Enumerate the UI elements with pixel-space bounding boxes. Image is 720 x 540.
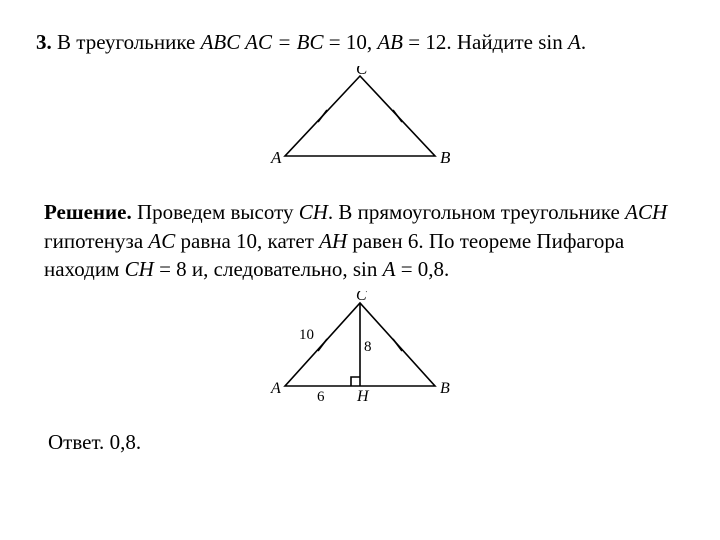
- sol-ach: ACH: [625, 200, 667, 224]
- label-a: A: [270, 148, 282, 167]
- seg-ac-bc: AC = BC: [240, 30, 323, 54]
- sol-p2: . В прямоугольном треугольнике: [328, 200, 625, 224]
- sol-ah: AH: [319, 229, 347, 253]
- sol-a: A: [383, 257, 396, 281]
- sol-p7: = 0,8.: [395, 257, 449, 281]
- problem-statement: 3. В треугольнике ABC AC = BC = 10, AB =…: [36, 28, 684, 56]
- val-ah: 6: [317, 389, 325, 405]
- solution-label: Решение.: [44, 200, 132, 224]
- val-ac: 10: [299, 327, 314, 343]
- answer-line: Ответ. 0,8.: [48, 430, 684, 455]
- figure-2-wrap: A B C H 10 8 6: [36, 291, 684, 412]
- label2-c: C: [356, 291, 367, 304]
- sol-ac: AC: [148, 229, 175, 253]
- answer-value: 0,8.: [110, 430, 142, 454]
- triangle-figure-2: A B C H 10 8 6: [265, 291, 455, 406]
- problem-text-1: В треугольнике: [52, 30, 201, 54]
- problem-tail: .: [581, 30, 586, 54]
- triangle-figure-1: A B C: [265, 66, 455, 176]
- solution-text: Решение. Проведем высоту CH. В прямоугол…: [44, 198, 676, 283]
- label2-h: H: [356, 388, 370, 405]
- eq-12: = 12. Найдите sin: [403, 30, 568, 54]
- eq-10: = 10,: [323, 30, 377, 54]
- problem-number: 3.: [36, 30, 52, 54]
- sol-p4: равна 10, катет: [175, 229, 319, 253]
- angle-a: A: [568, 30, 581, 54]
- seg-ab: AB: [377, 30, 403, 54]
- figure-1-wrap: A B C: [36, 66, 684, 182]
- label2-a: A: [270, 380, 281, 397]
- triangle-name: ABC: [201, 30, 241, 54]
- label2-b: B: [440, 380, 450, 397]
- sol-ch: CH: [299, 200, 328, 224]
- label-b: B: [440, 148, 451, 167]
- label-c: C: [356, 66, 368, 78]
- sol-p6: = 8 и, следовательно, sin: [154, 257, 383, 281]
- sol-ch2: CH: [125, 257, 154, 281]
- val-ch: 8: [364, 339, 372, 355]
- answer-label: Ответ.: [48, 430, 110, 454]
- sol-p3: гипотенуза: [44, 229, 148, 253]
- sol-p1: Проведем высоту: [132, 200, 299, 224]
